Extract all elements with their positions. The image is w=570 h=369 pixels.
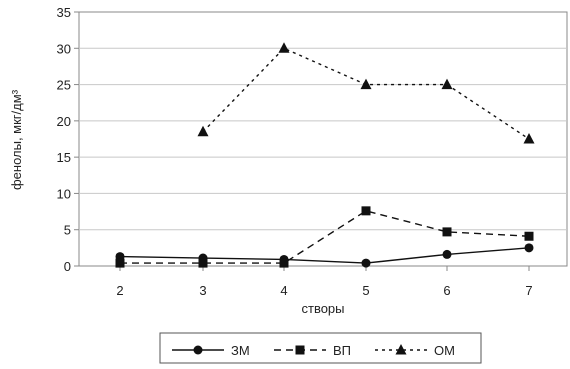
- legend-box: [159, 332, 482, 364]
- y-tick-label: 30: [57, 41, 71, 56]
- data-point: [361, 258, 371, 268]
- plot-area: [78, 11, 568, 267]
- y-tick-label: 0: [64, 259, 71, 274]
- data-point: [115, 258, 125, 268]
- data-point: [360, 78, 372, 90]
- data-point: [524, 243, 534, 253]
- x-tick-label: 4: [280, 283, 287, 298]
- y-tick-labels: 0 5 10 15 20 25 30 35: [57, 5, 79, 274]
- y-tick-label: 15: [57, 150, 71, 165]
- legend-item: ОМ: [375, 343, 455, 358]
- y-tick-label: 25: [57, 78, 71, 93]
- legend: ЗМ ВП ОМ: [159, 332, 482, 364]
- legend-marker: [295, 345, 305, 355]
- x-tick-label: 2: [116, 283, 123, 298]
- data-point: [197, 125, 209, 137]
- x-axis-title: створы: [301, 301, 344, 316]
- data-point: [278, 42, 290, 53]
- y-tick-label: 20: [57, 114, 71, 129]
- series-group: [115, 42, 535, 268]
- series-2: [115, 206, 534, 268]
- legend-marker: [193, 345, 203, 355]
- y-tick-label: 5: [64, 223, 71, 238]
- legend-item: ЗМ: [172, 343, 250, 358]
- series-line: [119, 247, 530, 264]
- legend-item: ВП: [274, 343, 351, 358]
- x-tick-label: 6: [443, 283, 450, 298]
- y-axis-title: фенолы, мкг/дм³: [9, 89, 24, 190]
- x-tick-label: 7: [525, 283, 532, 298]
- grid-lines: [79, 47, 567, 231]
- x-tick-label: 5: [362, 283, 369, 298]
- data-point: [441, 78, 453, 90]
- x-tick-labels: 2 3 4 5 6 7: [116, 266, 533, 298]
- x-tick-label: 3: [199, 283, 206, 298]
- legend-marker: [395, 344, 407, 355]
- legend-label: ЗМ: [231, 343, 250, 358]
- legend-label: ВП: [333, 343, 351, 358]
- data-point: [361, 206, 371, 216]
- data-point: [524, 231, 534, 241]
- data-point: [523, 133, 535, 144]
- series-3: [197, 42, 535, 144]
- data-point: [279, 258, 289, 268]
- data-point: [442, 227, 452, 237]
- y-tick-label: 10: [57, 186, 71, 201]
- legend-label: ОМ: [434, 343, 455, 358]
- data-point: [442, 249, 452, 259]
- data-point: [198, 258, 208, 268]
- y-tick-label: 35: [57, 5, 71, 20]
